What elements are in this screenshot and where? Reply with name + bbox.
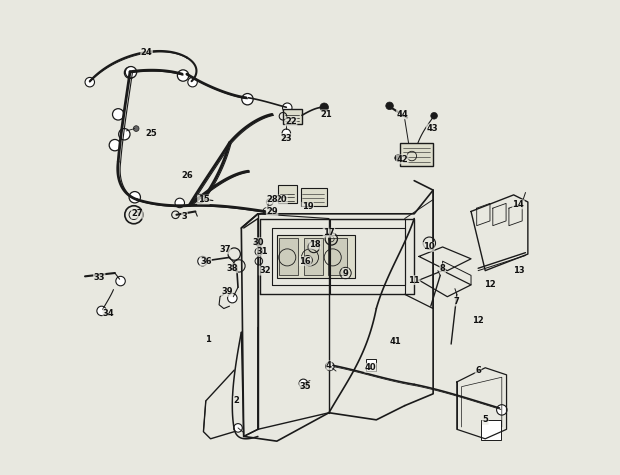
- Circle shape: [175, 198, 185, 208]
- Circle shape: [395, 155, 401, 161]
- Text: 12: 12: [484, 280, 496, 289]
- Circle shape: [320, 103, 329, 112]
- Text: 42: 42: [396, 155, 408, 164]
- Text: 3: 3: [182, 212, 187, 221]
- Circle shape: [118, 129, 130, 140]
- Text: 33: 33: [94, 273, 105, 282]
- Circle shape: [112, 109, 124, 120]
- Circle shape: [177, 70, 188, 81]
- Text: 40: 40: [365, 363, 376, 372]
- Circle shape: [116, 276, 125, 286]
- Text: 17: 17: [323, 228, 335, 238]
- Text: 29: 29: [267, 207, 278, 216]
- Text: 35: 35: [299, 382, 311, 391]
- Text: 14: 14: [513, 200, 525, 209]
- Circle shape: [133, 126, 139, 132]
- Circle shape: [188, 77, 197, 87]
- Circle shape: [196, 194, 205, 203]
- Bar: [329, 238, 347, 276]
- Circle shape: [125, 67, 136, 78]
- Circle shape: [85, 77, 94, 87]
- Circle shape: [283, 103, 292, 113]
- Text: 27: 27: [131, 209, 143, 218]
- Text: 7: 7: [454, 297, 459, 306]
- Text: 28: 28: [267, 195, 278, 204]
- Text: 37: 37: [219, 245, 231, 254]
- Text: 11: 11: [409, 276, 420, 285]
- Text: 25: 25: [146, 129, 157, 138]
- Circle shape: [431, 113, 437, 119]
- Text: 13: 13: [513, 266, 524, 275]
- Text: 43: 43: [427, 124, 438, 133]
- Text: 1: 1: [205, 335, 211, 344]
- Bar: [283, 109, 302, 124]
- Text: 30: 30: [252, 238, 264, 247]
- Text: 21: 21: [321, 110, 332, 119]
- Text: 15: 15: [198, 195, 210, 204]
- Bar: [304, 238, 323, 276]
- Text: 5: 5: [482, 415, 488, 424]
- Bar: [301, 188, 327, 206]
- Bar: [278, 185, 297, 203]
- Text: 18: 18: [309, 240, 321, 249]
- Text: 8: 8: [440, 264, 446, 273]
- Bar: [277, 235, 355, 278]
- Bar: [400, 143, 433, 166]
- Circle shape: [198, 256, 207, 266]
- Text: 20: 20: [276, 195, 288, 204]
- Text: 32: 32: [259, 266, 271, 275]
- Text: 10: 10: [423, 242, 434, 251]
- Circle shape: [129, 191, 141, 203]
- Circle shape: [299, 379, 308, 388]
- Text: 26: 26: [181, 171, 193, 180]
- Circle shape: [282, 129, 291, 138]
- Text: 31: 31: [257, 247, 268, 256]
- Text: 38: 38: [226, 264, 237, 273]
- Circle shape: [125, 66, 136, 78]
- Text: 4: 4: [326, 361, 332, 370]
- Text: 36: 36: [200, 256, 211, 266]
- Circle shape: [228, 294, 237, 303]
- Text: 39: 39: [221, 287, 233, 296]
- Circle shape: [242, 94, 253, 105]
- Text: 2: 2: [234, 397, 239, 405]
- Text: 19: 19: [302, 202, 314, 211]
- Text: 12: 12: [472, 316, 484, 325]
- Text: 24: 24: [141, 48, 153, 57]
- Circle shape: [109, 140, 120, 151]
- Text: 6: 6: [475, 366, 481, 375]
- Circle shape: [497, 405, 507, 415]
- Circle shape: [97, 306, 107, 316]
- Text: 16: 16: [299, 256, 311, 266]
- Text: 34: 34: [103, 309, 115, 318]
- Text: 41: 41: [389, 337, 401, 346]
- Circle shape: [234, 424, 242, 432]
- Bar: [366, 359, 376, 371]
- Circle shape: [386, 102, 393, 110]
- Circle shape: [326, 362, 334, 370]
- Text: 23: 23: [280, 133, 292, 142]
- Bar: [482, 420, 502, 440]
- Text: 9: 9: [343, 268, 348, 277]
- Text: 22: 22: [285, 117, 297, 126]
- Text: 44: 44: [396, 110, 408, 119]
- Bar: [279, 238, 298, 276]
